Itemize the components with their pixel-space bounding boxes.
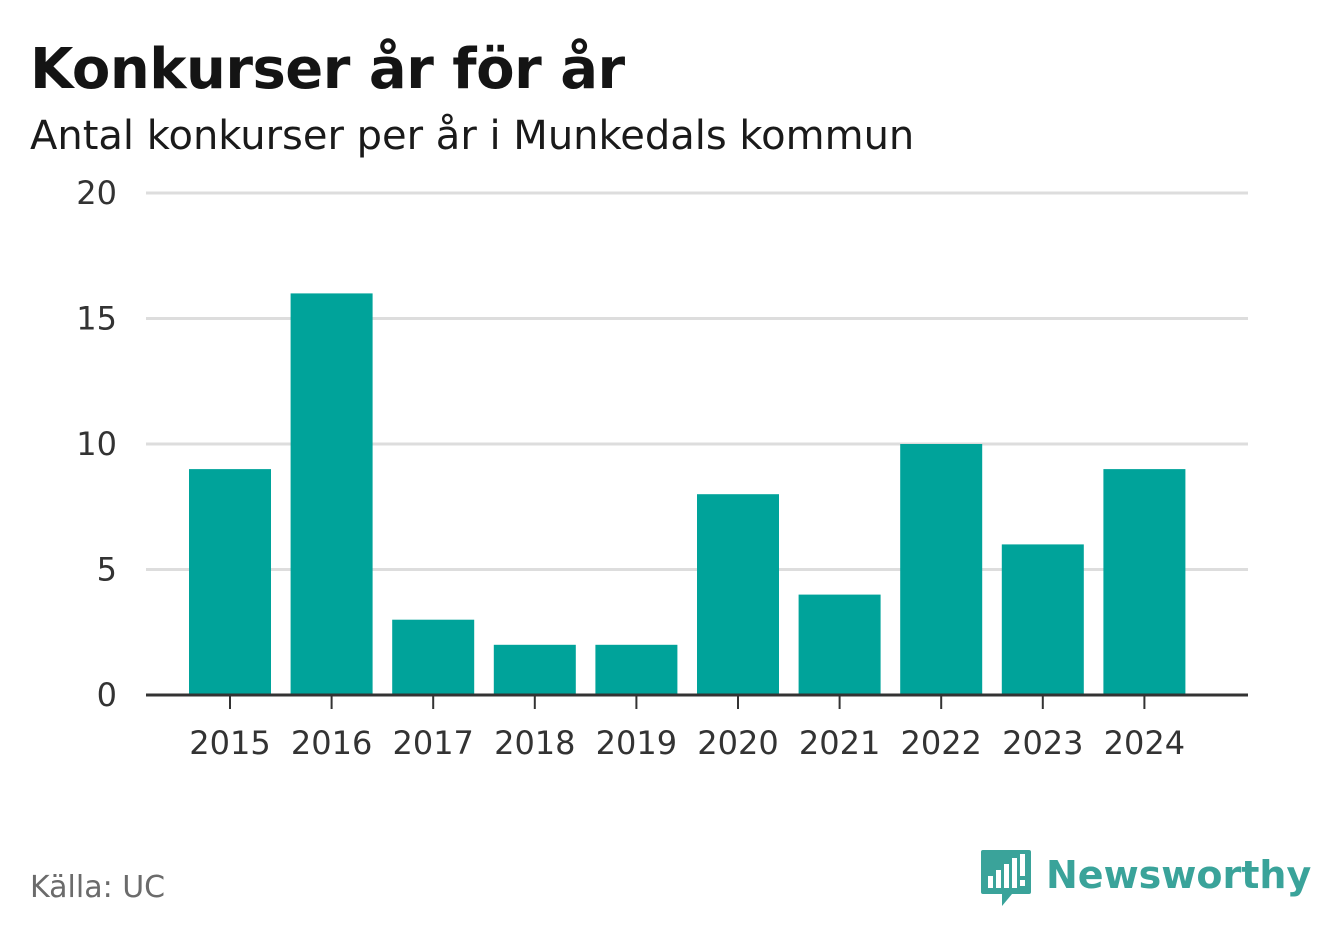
chart-subtitle: Antal konkurser per år i Munkedals kommu… (30, 113, 915, 159)
brand-name: Newsworthy (1046, 853, 1312, 897)
x-tick-label: 2019 (596, 724, 677, 762)
bar-2018 (493, 644, 576, 695)
bar-2020 (697, 494, 779, 695)
source-note: Källa: UC (30, 870, 166, 905)
x-tick-label: 2017 (392, 724, 473, 762)
bar-2023 (1001, 544, 1084, 695)
bar-2022 (900, 444, 983, 695)
x-tick-label: 2021 (799, 724, 880, 762)
x-tick-label: 2023 (1002, 724, 1083, 762)
bar-2015 (189, 469, 271, 695)
x-axis-ticks: 2015 2016 2017 2018 2019 2020 2021 2022 2023 2024 (189, 695, 1185, 762)
x-tick-label: 2022 (900, 724, 981, 762)
x-tick-label: 2015 (189, 724, 270, 762)
newsworthy-logo-icon (981, 850, 1031, 906)
bar-2021 (798, 594, 881, 695)
bars (189, 293, 1186, 695)
y-tick-label: 10 (76, 425, 117, 463)
x-tick-label: 2016 (291, 724, 372, 762)
bar-2024 (1103, 469, 1186, 695)
chart-title: Konkurser år för år (30, 37, 625, 102)
x-tick-label: 2020 (697, 724, 778, 762)
x-tick-label: 2018 (494, 724, 575, 762)
y-tick-label: 5 (97, 551, 117, 589)
brand-logo: Newsworthy (980, 846, 1311, 910)
bar-2017 (392, 619, 475, 695)
y-tick-label: 20 (76, 174, 117, 212)
y-axis-ticks: 0 5 10 15 20 (76, 174, 117, 714)
y-tick-label: 0 (97, 676, 117, 714)
y-tick-label: 15 (76, 300, 117, 338)
bar-2019 (595, 644, 678, 695)
bar-2016 (290, 293, 373, 695)
x-tick-label: 2024 (1104, 724, 1185, 762)
